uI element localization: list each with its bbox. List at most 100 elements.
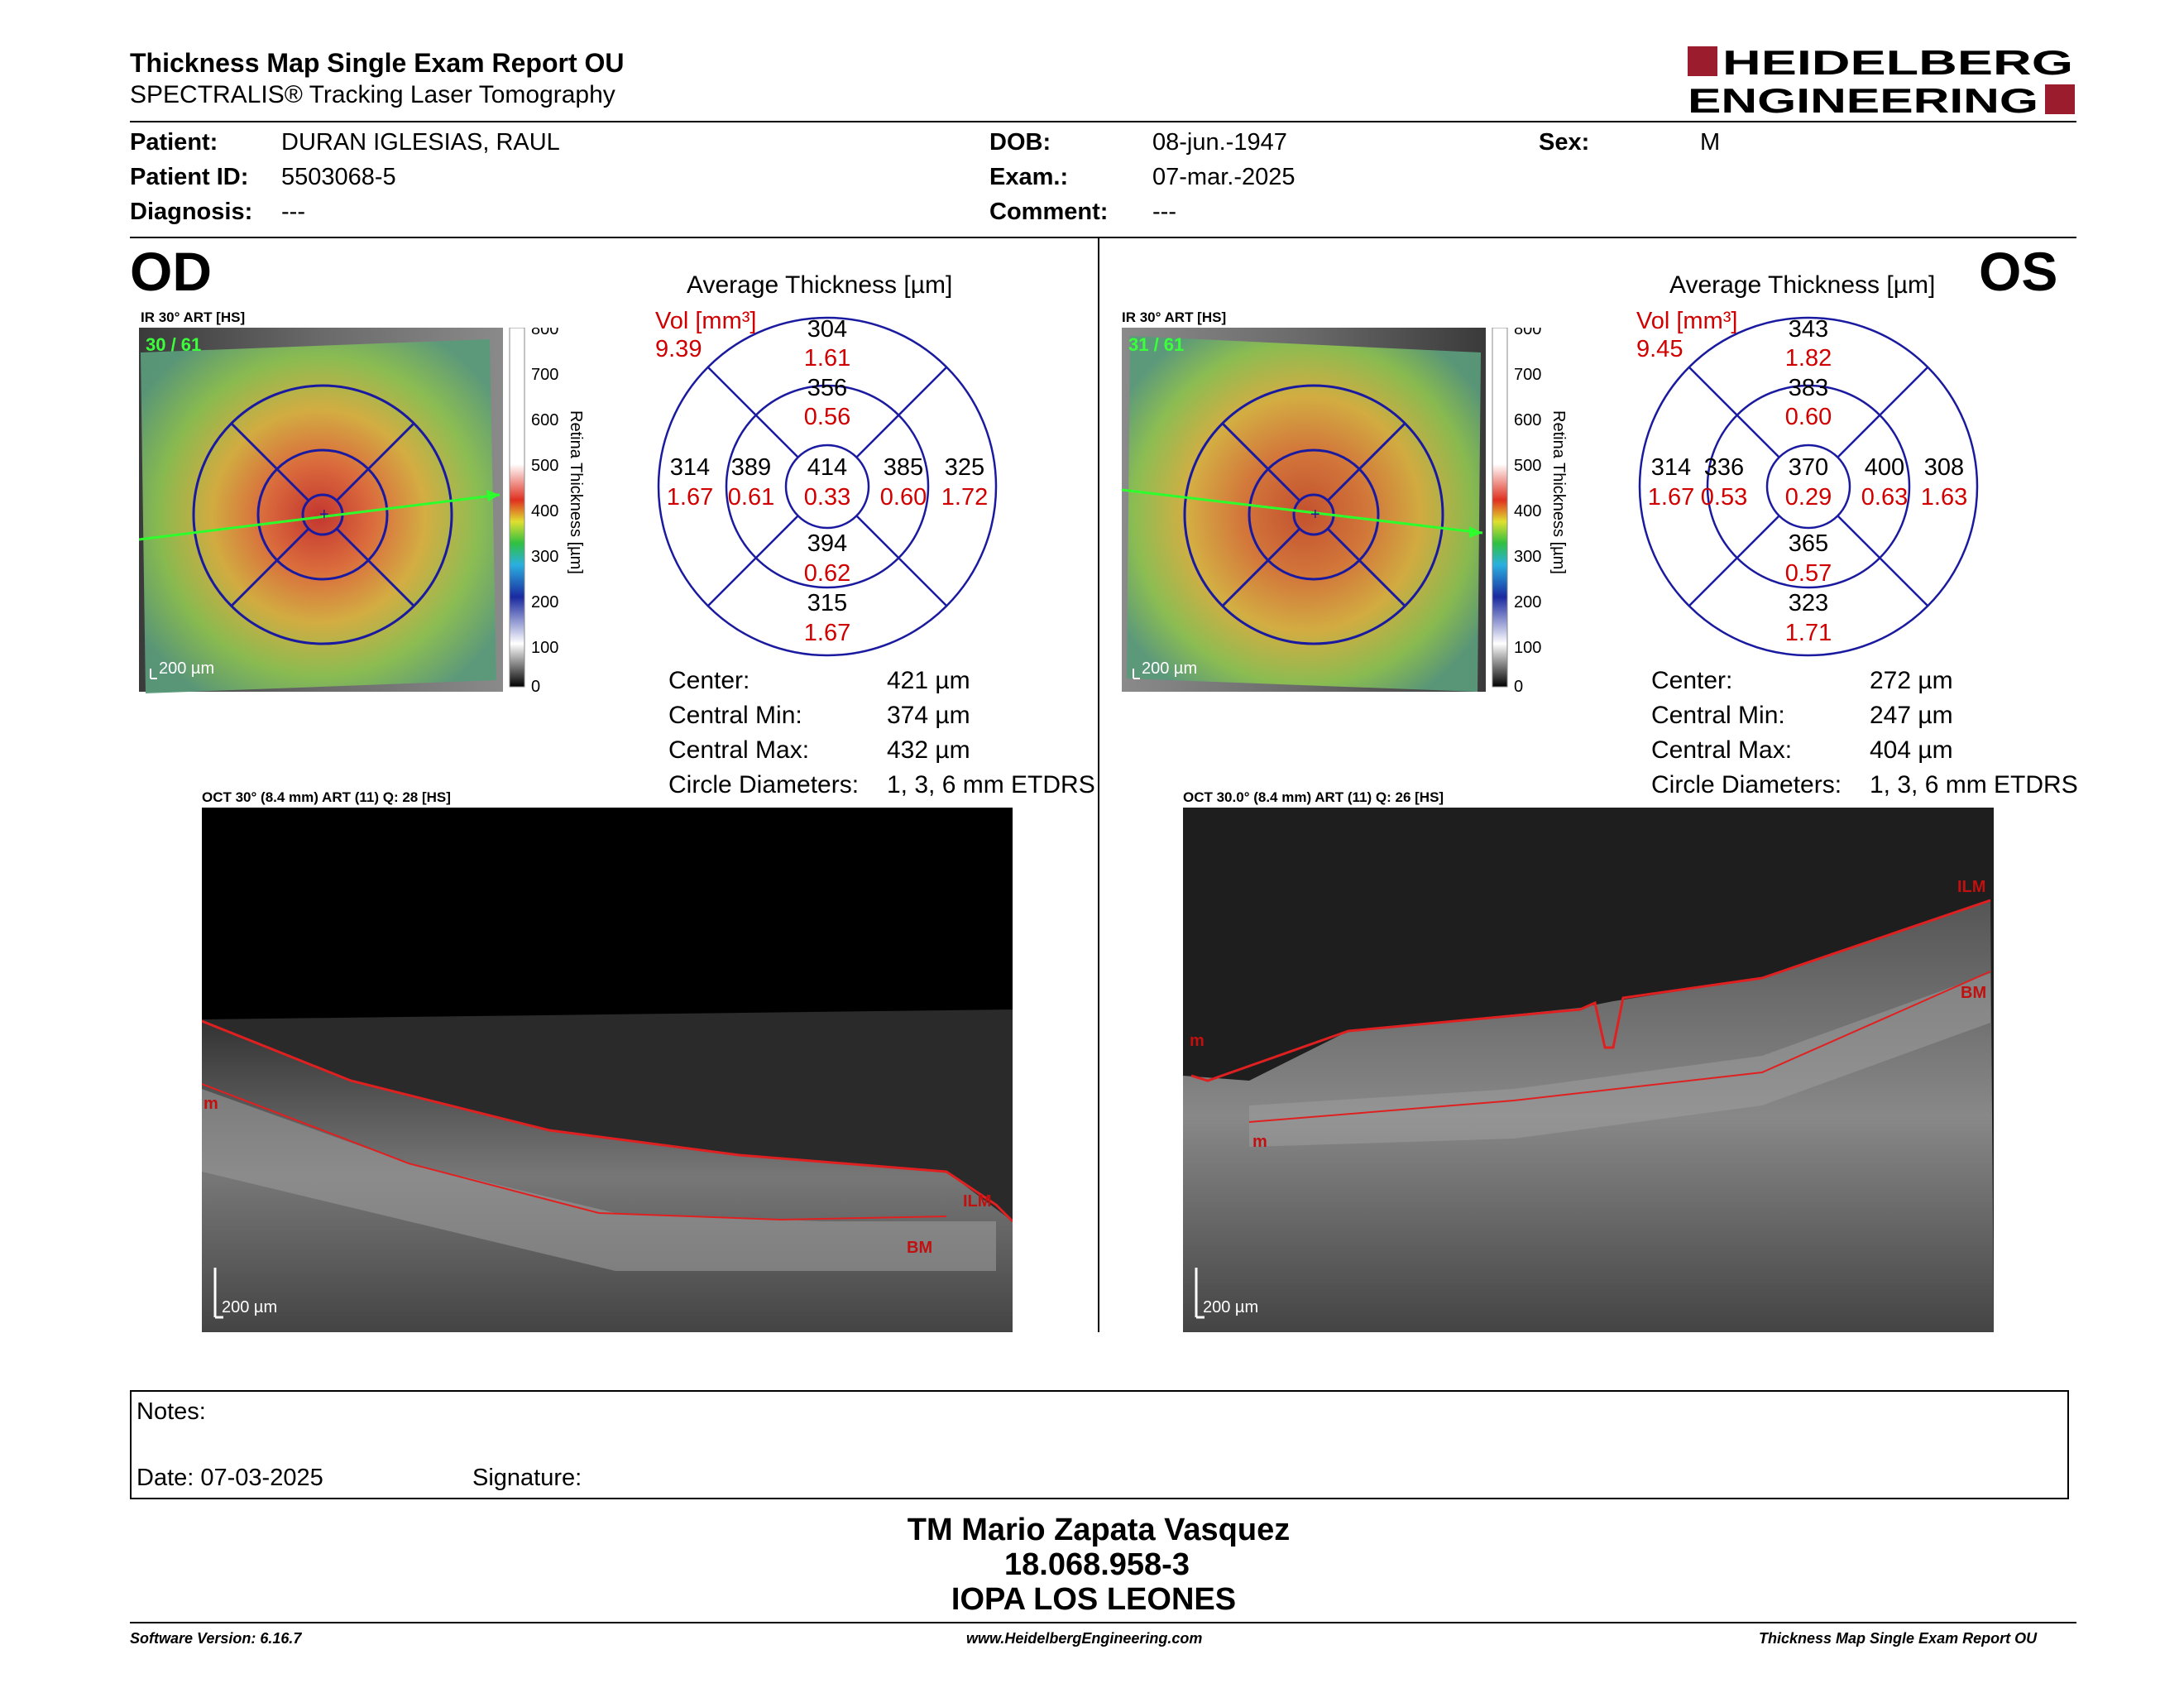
inner-temporal-volume: 0.53 [1701,484,1747,511]
vol-label-os: Vol [mm³] [1636,308,1738,334]
oct-label-os: OCT 30.0° (8.4 mm) ART (11) Q: 26 [HS] [1183,789,1444,805]
etdrs-chart-od: 304 1.61 356 0.56 414 0.33 389 0.61 385 … [657,316,998,657]
inner-nasal-thickness: 400 [1865,454,1904,481]
eye-label-os: OS [1979,241,2058,302]
date-label: Date: 07-03-2025 [136,1465,323,1491]
outer-nasal-volume: 1.72 [941,484,988,511]
svg-text:100: 100 [1514,639,1541,657]
outer-superior-volume: 1.82 [1785,345,1832,372]
signer-org: IOPA LOS LEONES [951,1582,1237,1617]
scan-line-od [139,493,500,541]
footer-report-name: Thickness Map Single Exam Report OU [1759,1630,2038,1647]
inner-superior-volume: 0.60 [1785,404,1832,430]
avg-title-od: Average Thickness [µm] [687,271,953,299]
inner-superior-thickness: 356 [807,375,847,401]
etdrs-chart-os: 343 1.82 383 0.60 370 0.29 336 0.53 400 … [1638,316,1979,657]
m-tag-od: m [204,1095,218,1113]
svg-text:600: 600 [531,411,558,429]
colorbar-od [509,328,525,688]
bm-tag-od: BM [907,1239,932,1257]
outer-temporal-thickness: 314 [670,454,710,481]
outer-superior-thickness: 304 [807,316,847,343]
svg-text:600: 600 [1514,411,1541,429]
comment-value: --- [1152,199,1176,225]
scan-line-os [1122,488,1483,535]
dob-value: 08-jun.-1947 [1152,129,1287,156]
scale-label-os: 200 µm [1142,659,1197,678]
website-link[interactable]: www.HeidelbergEngineering.com [966,1630,1203,1647]
inner-temporal-volume: 0.61 [728,484,774,511]
header-divider [130,121,2076,122]
svg-text:400: 400 [531,502,558,520]
ir-label-os: IR 30° ART [HS] [1122,309,1227,325]
diagnosis-value: --- [281,199,305,225]
inner-inferior-thickness: 394 [807,530,847,557]
svg-text:300: 300 [531,548,558,566]
avg-title-os: Average Thickness [µm] [1669,271,1936,299]
svg-text:ENGINEERING: ENGINEERING [1688,81,2038,117]
signer-id: 18.068.958-3 [1004,1547,1190,1582]
inner-inferior-volume: 0.57 [1785,560,1832,587]
report-title: Thickness Map Single Exam Report OU [130,48,625,78]
diagnosis-label: Diagnosis: [130,199,253,225]
scale-label-od: 200 µm [159,659,214,678]
outer-inferior-volume: 1.67 [804,620,850,646]
oct-scale-os: 200 µm [1203,1298,1258,1316]
vol-value-os: 9.45 [1636,336,1684,362]
oct-scan-od: ILM BM m 200 µm [202,808,1013,1332]
svg-text:800: 800 [531,328,558,338]
fovea-marker-os: + [1310,506,1320,524]
patient-id: 5503068-5 [281,164,396,190]
outer-superior-volume: 1.61 [804,345,850,372]
vol-value-od: 9.39 [655,336,702,362]
center-volume: 0.29 [1785,484,1832,511]
etdrs-grid-os [1183,384,1444,645]
oct-scan-os: ILM BM m m 200 µm [1183,808,1994,1332]
colorbar-ticks-od: 800 700 600 500 400 300 200 100 0 [531,328,558,696]
sex-value: M [1700,129,1721,156]
inner-inferior-thickness: 365 [1789,530,1828,557]
svg-text:700: 700 [531,366,558,384]
oct-scale-od: 200 µm [222,1298,277,1316]
ilm-tag-od: ILM [963,1192,991,1211]
svg-text:0: 0 [531,678,540,696]
outer-temporal-volume: 1.67 [667,484,713,511]
footer-divider [130,1622,2076,1623]
inner-nasal-volume: 0.63 [1861,484,1908,511]
thickness-map-od: 30 / 61 + 200 µm 800 700 600 500 400 300… [139,328,585,696]
svg-text:400: 400 [1514,502,1541,520]
dob-label: DOB: [989,129,1051,156]
outer-nasal-thickness: 325 [945,454,984,481]
bm-tag-os: BM [1961,984,1986,1002]
center-thickness: 370 [1789,454,1828,481]
ilm-tag-os: ILM [1957,878,1985,896]
exam-value: 07-mar.-2025 [1152,164,1296,190]
outer-nasal-volume: 1.63 [1921,484,1967,511]
notes-label: Notes: [136,1398,206,1425]
svg-text:700: 700 [1514,366,1541,384]
svg-text:300: 300 [1514,548,1541,566]
colorbar-ticks-os: 800 700 600 500 400 300 200 100 0 [1514,328,1541,696]
eye-label-od: OD [130,241,212,302]
scan-arrow-os [1469,526,1482,538]
colorbar-os [1492,328,1508,688]
svg-text:200: 200 [531,593,558,611]
svg-text:100: 100 [531,639,558,657]
colorbar-title-od: Retina Thickness [µm] [567,410,585,574]
inner-superior-volume: 0.56 [804,404,850,430]
fovea-marker-od: + [319,506,329,524]
vol-label-od: Vol [mm³] [655,308,757,334]
svg-text:500: 500 [531,457,558,475]
stats-table-os: Center: 272 µm Central Min: 247 µm Central… [1651,667,2078,798]
notes-box[interactable]: Notes: Date: 07-03-2025 Signature: [130,1390,2069,1499]
report-subtitle: SPECTRALIS® Tracking Laser Tomography [130,81,615,108]
ir-label-od: IR 30° ART [HS] [141,309,246,325]
patient-label: Patient: [130,129,218,156]
etdrs-grid-od [192,384,453,645]
sex-label: Sex: [1539,129,1590,156]
svg-text:200: 200 [1514,593,1541,611]
exam-label: Exam.: [989,164,1069,190]
outer-inferior-volume: 1.71 [1785,620,1832,646]
inner-temporal-thickness: 389 [731,454,771,481]
frame-counter-os: 31 / 61 [1128,334,1184,355]
